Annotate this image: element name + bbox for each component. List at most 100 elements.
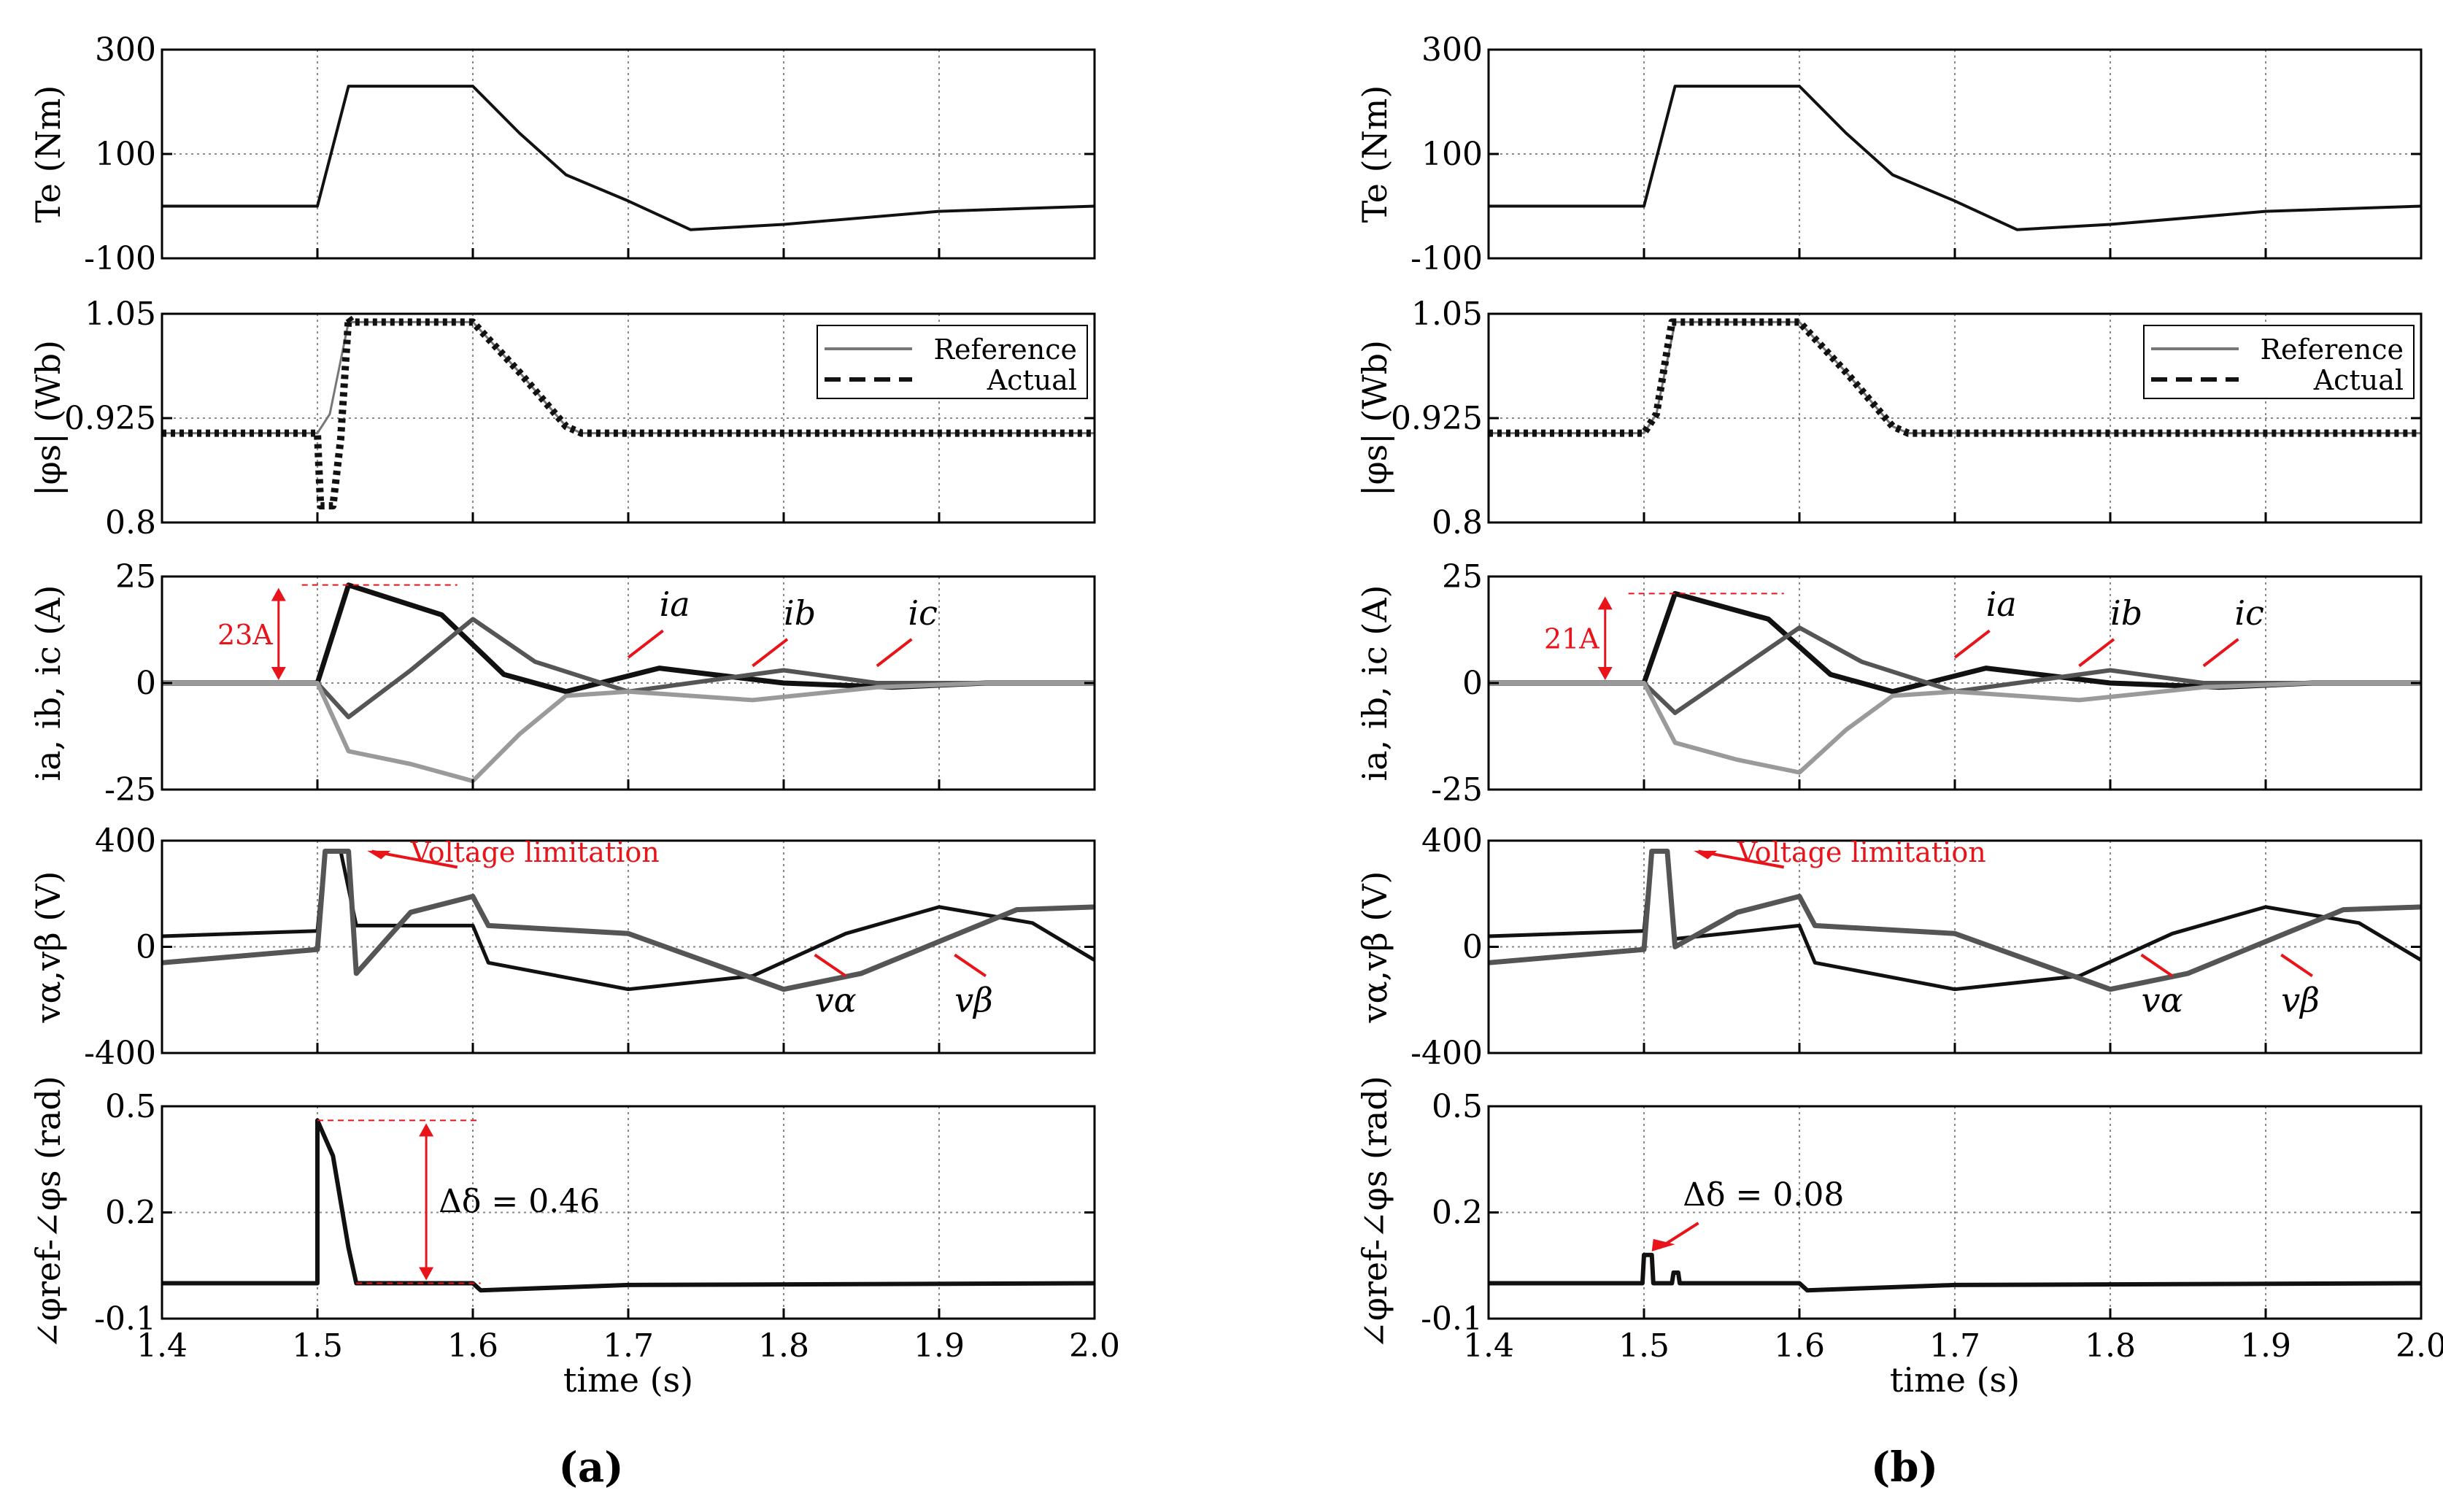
x-tick-label: 1.4 — [136, 1327, 188, 1365]
y-axis-label: |φs| (Wb) — [28, 340, 68, 496]
panel-label: (a) — [558, 1443, 623, 1492]
delta-label: Δδ = 0.08 — [1683, 1176, 1844, 1214]
y-axis-label: ∠φref-∠φs (rad) — [1355, 1076, 1394, 1349]
x-tick-label: 1.5 — [292, 1327, 343, 1365]
legend-box — [817, 325, 1088, 399]
subplot-voltages-a: 400 0 -400 vα,vβ (V) Voltage limitation vα vβ — [28, 822, 1096, 1072]
y-tick-label: 0.925 — [64, 400, 156, 437]
phase-label-ic: ic — [908, 593, 937, 633]
y-axis-label: vα,vβ (V) — [28, 871, 68, 1024]
legend-entry: Reference — [2260, 333, 2404, 366]
x-tick-label: 1.7 — [603, 1327, 654, 1365]
subplot-te-a: 300 100 -100 Te (Nm) — [28, 31, 1096, 277]
y-tick-label: 1.05 — [1411, 296, 1483, 333]
y-axis-label: ia, ib, ic (A) — [1355, 585, 1394, 782]
y-tick-label: -100 — [1410, 240, 1483, 277]
y-tick-label: -100 — [84, 240, 156, 277]
x-tick-label: 1.4 — [1463, 1327, 1514, 1365]
arrow-head — [271, 667, 286, 680]
y-tick-label: 0.2 — [105, 1195, 156, 1232]
series-line-ic — [162, 681, 1095, 784]
x-tick-label: 1.8 — [2085, 1327, 2136, 1365]
y-tick-label: 0.5 — [1432, 1088, 1483, 1125]
x-tick-label: 1.6 — [447, 1327, 498, 1365]
series-line-te — [162, 85, 1095, 231]
y-tick-label: -400 — [1410, 1035, 1483, 1072]
y-tick-label: 100 — [1421, 136, 1483, 173]
subplot-te-b: 300 100 -100 Te (Nm) — [1355, 31, 2423, 277]
series-line-ib — [1489, 625, 2421, 715]
phase-label-ia: ia — [660, 585, 690, 624]
series-line-Reference — [1489, 320, 2421, 435]
y-tick-label: 0.5 — [105, 1088, 156, 1125]
panel-label: (b) — [1871, 1443, 1938, 1492]
v-beta-label: vβ — [954, 981, 993, 1020]
x-tick-label: 1.5 — [1618, 1327, 1670, 1365]
series-line-Actual — [162, 314, 1095, 510]
arrow-head — [1651, 1238, 1675, 1251]
delta-label: Δδ = 0.46 — [439, 1183, 600, 1220]
arrow-head — [271, 587, 286, 601]
y-axis-label: Te (Nm) — [28, 85, 68, 223]
red-arrow — [627, 629, 664, 659]
v-alpha-label: vα — [815, 981, 857, 1020]
arrow-head — [1597, 596, 1613, 610]
y-tick-label: 0.2 — [1432, 1195, 1483, 1232]
y-tick-label: 25 — [1442, 558, 1483, 595]
red-arrow — [2202, 638, 2239, 668]
subplot-angle-b: 0.5 0.2 -0.1 ∠φref-∠φs (rad) Δδ = 0.08 — [1355, 1076, 2423, 1349]
arrow-head — [1694, 850, 1718, 860]
red-arrow — [752, 638, 789, 668]
subplot-currents-b: 25 0 -25 ia, ib, ic (A) 21A ia ib ic — [1355, 558, 2423, 809]
y-tick-label: -25 — [1431, 771, 1483, 809]
y-tick-label: 25 — [115, 558, 156, 595]
y-tick-label: -25 — [104, 771, 156, 809]
series-line-angle — [1489, 1252, 2422, 1293]
y-axis-label: vα,vβ (V) — [1355, 871, 1394, 1024]
red-arrow — [2280, 953, 2314, 978]
red-arrow — [2078, 638, 2115, 668]
y-tick-label: 0 — [1462, 665, 1483, 702]
x-axis-label: time (s) — [563, 1360, 693, 1400]
series-line-te — [1489, 85, 2422, 231]
red-arrow — [2140, 953, 2174, 978]
subplot-currents-a: 25 0 -25 ia, ib, ic (A) 23A ia ib ic — [28, 558, 1096, 809]
red-arrow — [814, 953, 847, 978]
subplot-angle-a: 0.5 0.2 -0.1 ∠φref-∠φs (rad) Δδ = 0.46 — [28, 1076, 1096, 1349]
y-tick-label: 0.8 — [1432, 504, 1483, 541]
arrow-head — [1597, 667, 1613, 680]
y-tick-label: 0 — [136, 929, 156, 966]
y-axis-label: |φs| (Wb) — [1355, 340, 1394, 496]
phase-label-ic: ic — [2234, 593, 2263, 633]
series-line-ic — [1489, 681, 2421, 775]
x-axis-label: time (s) — [1890, 1360, 2020, 1400]
series-line-v — [161, 849, 1095, 992]
subplot-voltages-b: 400 0 -400 vα,vβ (V) Voltage limitation vα vβ — [1355, 822, 2423, 1072]
x-tick-label: 1.9 — [2240, 1327, 2291, 1365]
voltage-limitation-label: Voltage limitation — [410, 836, 660, 868]
red-arrow — [876, 638, 913, 668]
y-tick-label: 0 — [136, 665, 156, 702]
legend-box — [2143, 325, 2415, 399]
x-tick-label: 2.0 — [1069, 1327, 1120, 1365]
x-tick-label: 2.0 — [2396, 1327, 2443, 1365]
phase-label-ib: ib — [784, 593, 816, 633]
y-tick-label: 100 — [95, 136, 156, 173]
red-arrow — [954, 953, 987, 978]
phase-label-ia: ia — [1986, 585, 2017, 624]
legend-entry: Reference — [933, 333, 1077, 366]
peak-current-label: 21A — [1544, 623, 1599, 655]
x-tick-label: 1.9 — [914, 1327, 965, 1365]
series-line-v — [1488, 849, 2422, 992]
peak-current-label: 23A — [217, 619, 273, 651]
v-beta-label: vβ — [2281, 981, 2320, 1020]
y-tick-label: 400 — [95, 822, 156, 860]
y-tick-label: -0.1 — [94, 1300, 156, 1338]
y-tick-label: -400 — [84, 1035, 156, 1072]
y-axis-label: Te (Nm) — [1355, 85, 1394, 223]
series-line-angle — [162, 1118, 1095, 1293]
y-tick-label: 0 — [1462, 929, 1483, 966]
